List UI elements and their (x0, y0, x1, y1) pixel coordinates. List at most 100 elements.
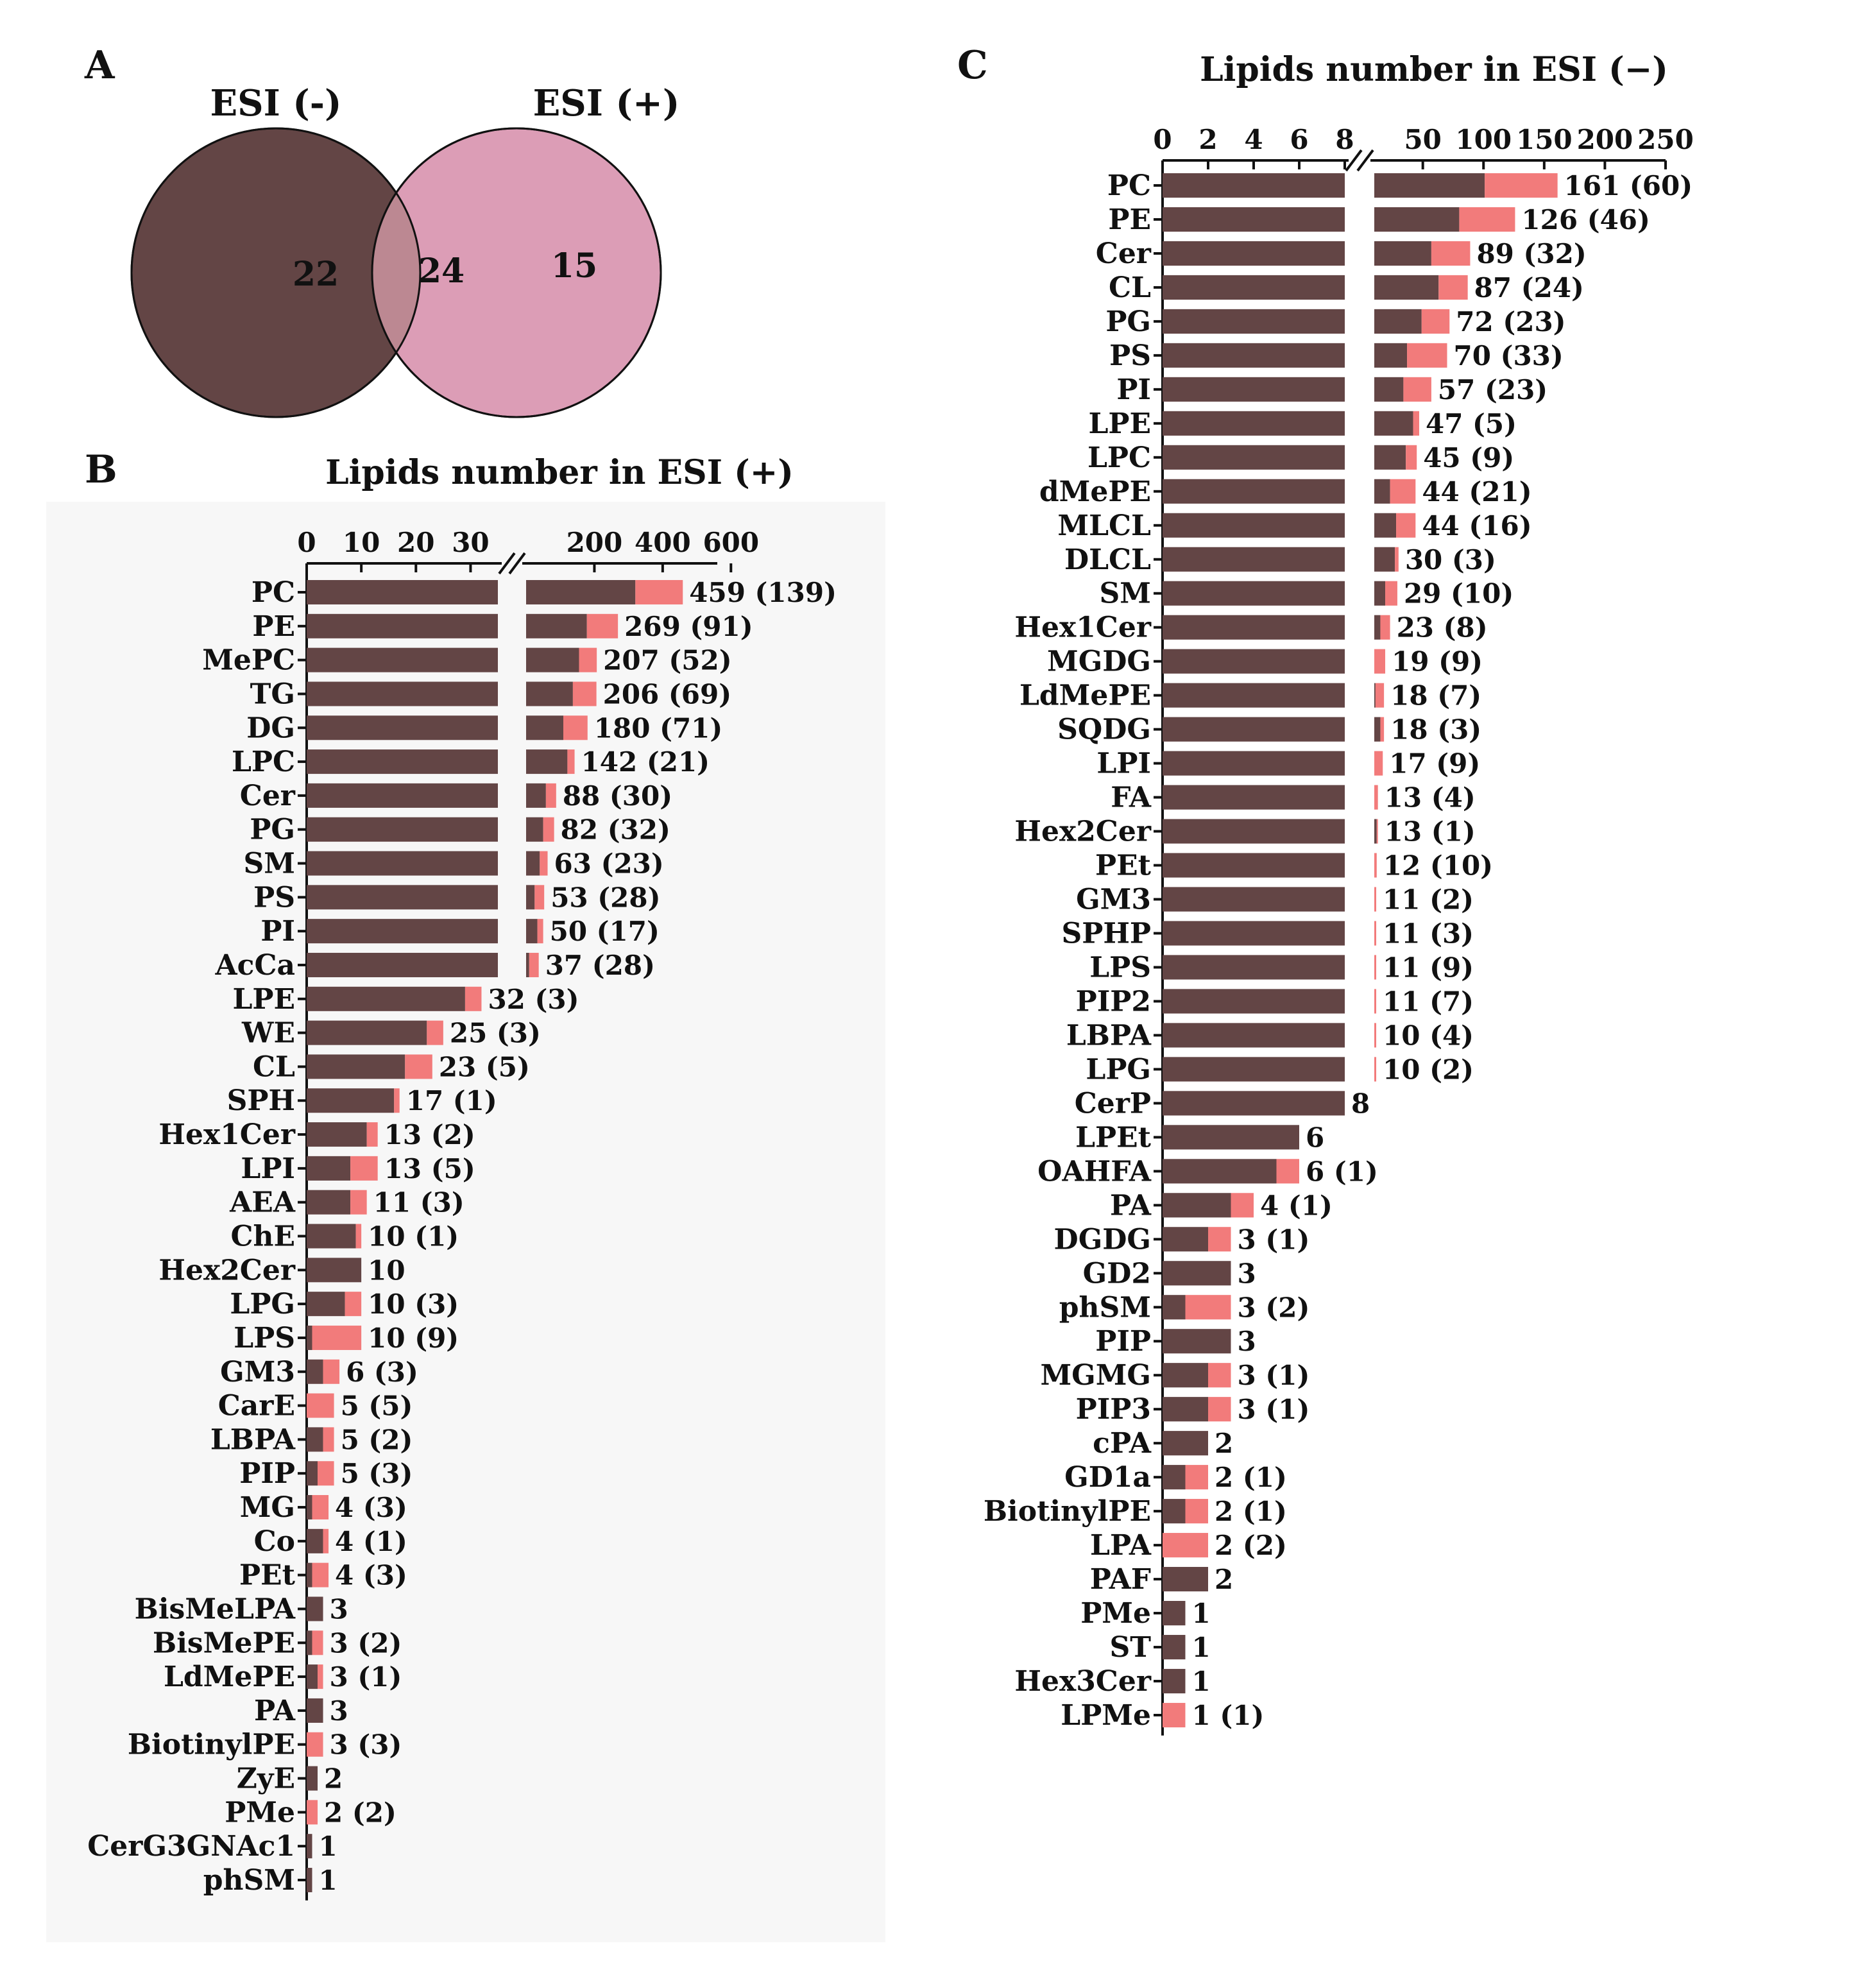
chart-b-bar-matched-pet (307, 1562, 312, 1587)
chart-c-data-label-pet: 12 (10) (1383, 850, 1493, 882)
chart-b-category-label-hex2cer: Hex2Cer (158, 1254, 295, 1287)
chart-b-bar-left-segment-mepc (307, 647, 498, 672)
chart-c-left-tick-label-8: 8 (1335, 124, 1354, 155)
chart-c-data-label-fa: 13 (4) (1385, 782, 1476, 814)
chart-b-axis-break-left (498, 552, 516, 575)
chart-c-data-label-hex1cer: 23 (8) (1397, 612, 1488, 644)
chart-c-bar-matched-cerp (1163, 1091, 1345, 1116)
chart-b-data-label-sm: 63 (23) (554, 848, 664, 880)
chart-c-bar-left-segment-mgdg (1163, 649, 1345, 674)
chart-c-bar-matched-cer (1374, 241, 1431, 266)
chart-c-category-label-pg: PG (1105, 305, 1151, 338)
chart-b-bar-matched-phsm (307, 1867, 312, 1893)
chart-b-category-label-bismelpa: BisMeLPA (135, 1593, 296, 1625)
chart-c-category-label-pc: PC (1107, 169, 1151, 202)
chart-c-bar-extra-sm (1385, 581, 1397, 606)
chart-b-category-label-lpg: LPG (230, 1288, 295, 1321)
chart-c-bar-left-segment-lpi (1163, 751, 1345, 776)
chart-c-data-label-lpe: 47 (5) (1426, 408, 1517, 440)
chart-c-bar-matched-pc (1374, 173, 1485, 198)
chart-c-bar-matched-pi (1374, 377, 1404, 402)
chart-c-right-tick-label-50: 50 (1404, 124, 1441, 155)
chart-b-bar-matched-sm (526, 851, 540, 876)
chart-b-category-label-dg: DG (246, 712, 295, 744)
chart-b-bar-matched-pi (526, 919, 538, 944)
chart-c-bar-extra-pet (1374, 853, 1377, 878)
chart-b-data-label-dg: 180 (71) (594, 712, 722, 744)
chart-c-bar-extra-hex2cer (1376, 819, 1378, 844)
chart-c-bar-extra-pg (1421, 309, 1450, 334)
chart-b-category-label-ldmepe: LdMePE (164, 1661, 295, 1693)
chart-c-category-label-mlcl: MLCL (1057, 509, 1151, 542)
chart-b-bar-extra-lpg (345, 1292, 362, 1317)
chart-c-bar-left-segment-pe (1163, 207, 1345, 232)
chart-b-left-tick-label-20: 20 (397, 527, 434, 558)
chart-c-category-label-gd2: GD2 (1083, 1257, 1151, 1290)
chart-b-bar-left-segment-ps (307, 885, 498, 910)
chart-b-title: Lipids number in ESI (+) (325, 453, 794, 492)
chart-b-bar-matched-lpe (307, 986, 465, 1011)
chart-c-data-label-gd2: 3 (1238, 1258, 1256, 1289)
chart-c-bar-matched-phsm (1163, 1295, 1186, 1320)
chart-c-category-label-sqdg: SQDG (1057, 714, 1151, 746)
chart-b-bar-extra-pg (543, 817, 554, 842)
chart-c-data-label-lpet: 6 (1306, 1122, 1324, 1153)
chart-c-category-label-pa: PA (1110, 1189, 1152, 1222)
chart-b-bar-extra-lpe (465, 986, 482, 1011)
chart-c-data-label-oahfa: 6 (1) (1306, 1156, 1378, 1187)
chart-b-bar-matched-cl (307, 1054, 405, 1079)
chart-c-bar-extra-hex1cer (1380, 615, 1390, 640)
chart-c-bar-matched-lpet (1163, 1125, 1299, 1150)
chart-b-bar-extra-care (307, 1393, 334, 1418)
chart-c-axis-break-right (1356, 149, 1374, 172)
chart-c-category-label-paf: PAF (1090, 1563, 1151, 1596)
chart-c-data-label-pa: 4 (1) (1260, 1190, 1333, 1221)
chart-c-category-label-dlcl: DLCL (1064, 543, 1151, 576)
chart-b-category-label-we: WE (241, 1017, 295, 1050)
chart-c-bar-left-segment-lpg (1163, 1057, 1345, 1082)
chart-b-bar-matched-pc (526, 579, 636, 605)
chart-c-data-label-pip2: 11 (7) (1383, 986, 1474, 1017)
chart-c-bar-matched-hex2cer (1374, 819, 1377, 844)
venn-left-only-count: 22 (293, 255, 339, 294)
chart-b-bar-extra-dg (563, 715, 588, 740)
chart-b-data-label-mg: 4 (3) (335, 1492, 407, 1523)
chart-c-bar-matched-cl (1374, 275, 1439, 300)
chart-b-category-label-cerg3gnac1: CerG3GNAc1 (87, 1830, 295, 1863)
chart-b-bar-extra-aea (350, 1190, 367, 1215)
chart-b-data-label-che: 10 (1) (368, 1221, 459, 1253)
chart-c-category-label-oahfa: OAHFA (1037, 1155, 1152, 1188)
chart-b-bar-matched-gm3 (307, 1359, 323, 1384)
chart-c-bar-left-segment-dmepe (1163, 479, 1345, 504)
chart-b-category-label-lpi: LPI (241, 1152, 295, 1185)
chart-c-data-label-dgdg: 3 (1) (1238, 1224, 1310, 1255)
chart-c-data-label-pi: 57 (23) (1438, 374, 1548, 406)
chart-b-bar-matched-aea (307, 1190, 351, 1215)
chart-c-bar-matched-lpc (1374, 445, 1406, 470)
chart-c-bar-extra-lpa (1163, 1533, 1208, 1558)
chart-c-bar-extra-mlcl (1396, 513, 1416, 538)
chart-c-data-label-pip: 3 (1238, 1326, 1256, 1357)
chart-b-bar-left-segment-lpc (307, 749, 498, 774)
chart-b-bar-extra-gm3 (323, 1359, 340, 1384)
chart-c-bar-extra-phsm (1185, 1295, 1231, 1320)
chart-c-bar-extra-lpme (1163, 1702, 1186, 1728)
chart-b-data-label-pc: 459 (139) (689, 577, 837, 608)
chart-b-category-label-hex1cer: Hex1Cer (158, 1118, 295, 1151)
chart-c-data-label-lpi: 17 (9) (1389, 748, 1480, 780)
chart-b-data-label-hex1cer: 13 (2) (384, 1119, 475, 1150)
chart-c-right-tick-label-150: 150 (1516, 124, 1573, 155)
chart-b-bar-matched-pip (307, 1461, 318, 1486)
venn-right-outline (371, 127, 662, 418)
chart-c-data-label-mgdg: 19 (9) (1392, 646, 1483, 678)
chart-c-bar-matched-pip3 (1163, 1397, 1208, 1422)
chart-c-bar-extra-sqdg (1380, 717, 1385, 742)
chart-b-data-label-lbpa: 5 (2) (341, 1424, 413, 1455)
chart-c-bar-left-segment-pc (1163, 173, 1345, 198)
chart-b-bar-matched-lpi (307, 1156, 351, 1181)
chart-b-bar-extra-pc (635, 579, 683, 605)
chart-b-data-label-lpc: 142 (21) (581, 746, 710, 778)
chart-b-category-label-che: ChE (230, 1220, 295, 1253)
chart-b-bar-matched-ldmepe (307, 1664, 318, 1689)
chart-c-category-label-lpg: LPG (1086, 1053, 1151, 1086)
